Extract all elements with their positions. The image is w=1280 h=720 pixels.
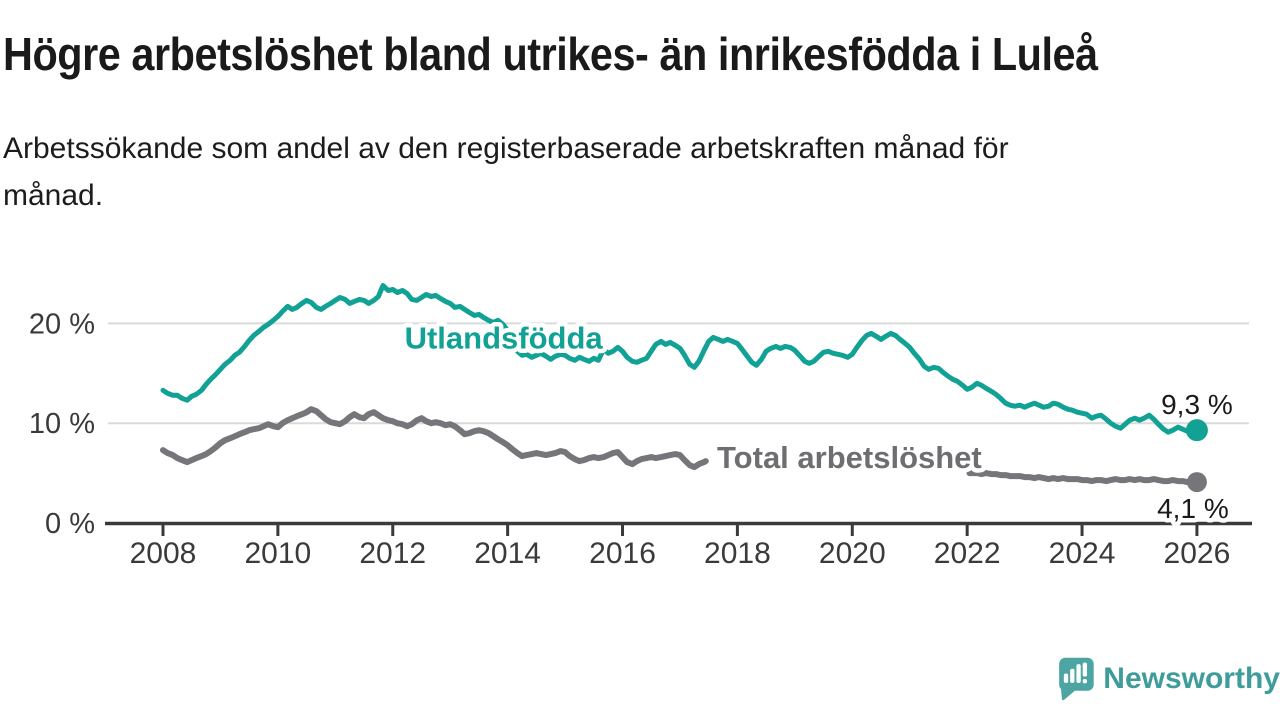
x-tick-label-2020: 2020 [819, 537, 886, 570]
x-tick-label-2012: 2012 [359, 537, 426, 570]
series-end-dot-total-arbetsloshet [1186, 472, 1207, 493]
newsworthy-brand-text: Newsworthy [1103, 662, 1280, 695]
series-line-total-arbetsloshet-seg1 [966, 470, 1200, 486]
x-tick-label-2016: 2016 [589, 537, 656, 570]
series-label-utlandsfodda: Utlandsfödda [405, 320, 604, 355]
chart-subtitle: Arbetssökande som andel av den registerb… [3, 126, 1213, 219]
x-tick-label-2010: 2010 [245, 537, 312, 570]
newsworthy-logo-icon [1059, 657, 1094, 701]
end-value-label-utlandsfodda: 9,3 % [1161, 389, 1233, 420]
series-line-total-arbetsloshet-seg0 [160, 406, 709, 471]
x-tick-label-2024: 2024 [1049, 537, 1116, 570]
x-tick-label-2022: 2022 [934, 537, 1001, 570]
series-line-utlandsfodda-seg0 [160, 283, 1200, 435]
subtitle-line-1: Arbetssökande som andel av den registerb… [3, 132, 1009, 165]
page-title: Högre arbetslöshet bland utrikes- än inr… [3, 28, 1098, 80]
y-tick-label-20: 20 % [29, 308, 95, 340]
subtitle-line-2: månad. [3, 178, 104, 212]
y-tick-label-10: 10 % [29, 408, 95, 440]
x-tick-label-2026: 2026 [1164, 537, 1231, 570]
newsworthy-logo: Newsworthy [1056, 650, 1280, 708]
series-label-total-arbetsloshet: Total arbetslöshet [717, 440, 982, 475]
x-tick-label-2018: 2018 [704, 537, 771, 570]
y-tick-label-0: 0 % [45, 508, 95, 540]
x-tick-label-2014: 2014 [474, 537, 541, 570]
series-end-dot-utlandsfodda [1185, 419, 1208, 442]
end-value-label-total-arbetsloshet: 4,1 % [1157, 493, 1229, 524]
x-tick-label-2008: 2008 [130, 537, 197, 570]
